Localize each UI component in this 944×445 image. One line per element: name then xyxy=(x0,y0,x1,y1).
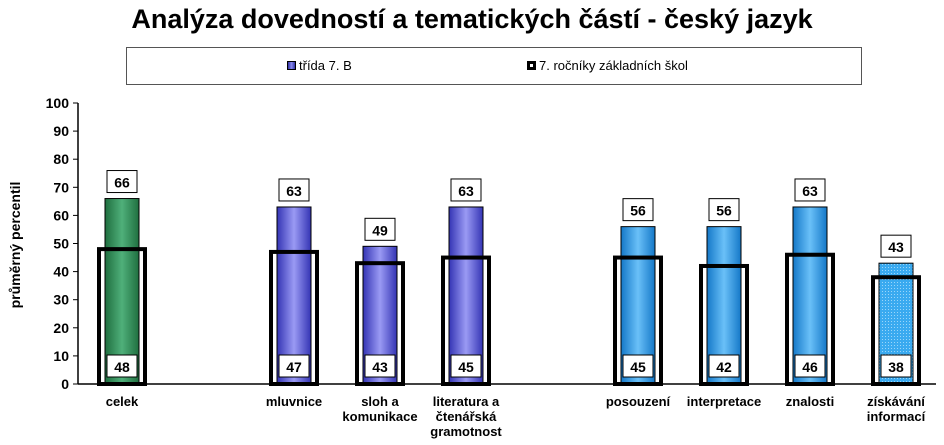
y-tick-label: 100 xyxy=(46,95,70,111)
legend-swatch-class xyxy=(287,61,296,70)
data-label-all-schools: 45 xyxy=(458,359,474,375)
data-label-class: 56 xyxy=(630,203,646,219)
data-label-all-schools: 43 xyxy=(372,359,388,375)
category-label: informací xyxy=(867,409,926,424)
category-label: sloh a xyxy=(361,394,399,409)
data-label-box-class xyxy=(364,217,396,241)
bar-all-schools xyxy=(355,261,405,387)
data-label-box-class xyxy=(880,234,912,258)
bar-class xyxy=(104,198,140,385)
data-label-all-schools: 38 xyxy=(888,359,904,375)
data-label-box-class xyxy=(278,178,310,202)
data-label-box-class xyxy=(708,198,740,222)
y-tick-label: 50 xyxy=(53,236,69,252)
category-label: čtenářská xyxy=(436,409,497,424)
category-label: gramotnost xyxy=(430,424,502,439)
data-label-all-schools: 42 xyxy=(716,359,732,375)
data-label-box-all-schools xyxy=(794,354,826,378)
category-label: získávání xyxy=(867,394,925,409)
y-axis-label: průměrný percentil xyxy=(7,182,23,309)
data-label-class: 63 xyxy=(802,183,818,199)
data-label-box-class xyxy=(794,178,826,202)
y-tick-label: 90 xyxy=(53,123,69,139)
data-label-class: 43 xyxy=(888,239,904,255)
data-label-box-class xyxy=(622,198,654,222)
data-label-all-schools: 46 xyxy=(802,359,818,375)
bar-all-schools xyxy=(269,249,319,386)
bar-all-schools xyxy=(97,247,147,386)
y-tick-label: 40 xyxy=(53,264,69,280)
legend-label-class: třída 7. B xyxy=(299,58,352,73)
data-label-box-all-schools xyxy=(880,354,912,378)
y-tick-label: 80 xyxy=(53,151,69,167)
legend: třída 7. B 7. ročníky základních škol xyxy=(126,47,862,85)
data-label-class: 66 xyxy=(114,175,130,191)
bar-class xyxy=(276,206,312,385)
bar-all-schools xyxy=(785,252,835,386)
data-label-box-all-schools xyxy=(278,354,310,378)
category-label: znalosti xyxy=(786,394,834,409)
y-tick-label: 10 xyxy=(53,348,69,364)
data-label-box-all-schools xyxy=(450,354,482,378)
data-label-box-all-schools xyxy=(106,354,138,378)
category-label: literatura a xyxy=(433,394,500,409)
data-label-box-class xyxy=(450,178,482,202)
data-label-class: 49 xyxy=(372,222,388,238)
y-tick-label: 60 xyxy=(53,207,69,223)
data-label-class: 63 xyxy=(458,183,474,199)
legend-item-class: třída 7. B xyxy=(287,58,352,73)
data-label-box-class xyxy=(106,170,138,194)
category-label: mluvnice xyxy=(266,394,322,409)
bar-all-schools xyxy=(871,275,921,386)
y-tick-label: 20 xyxy=(53,320,69,336)
category-label: celek xyxy=(106,394,139,409)
legend-swatch-all-schools xyxy=(527,61,536,70)
category-label: interpretace xyxy=(687,394,761,409)
bar-all-schools xyxy=(441,255,491,386)
bar-all-schools xyxy=(699,263,749,387)
bar-all-schools xyxy=(613,255,663,386)
chart-title: Analýza dovedností a tematických částí -… xyxy=(131,4,813,34)
data-label-all-schools: 45 xyxy=(630,359,646,375)
y-tick-label: 0 xyxy=(61,376,69,392)
legend-item-all-schools: 7. ročníky základních škol xyxy=(527,58,688,73)
category-label: komunikace xyxy=(342,409,417,424)
data-label-box-all-schools xyxy=(622,354,654,378)
data-label-class: 56 xyxy=(716,203,732,219)
data-label-all-schools: 48 xyxy=(114,359,130,375)
data-label-all-schools: 47 xyxy=(286,359,302,375)
data-label-class: 63 xyxy=(286,183,302,199)
legend-label-all-schools: 7. ročníky základních škol xyxy=(539,58,688,73)
bar-class xyxy=(792,206,828,385)
y-tick-label: 70 xyxy=(53,179,69,195)
bar-class xyxy=(448,206,484,385)
data-label-box-all-schools xyxy=(364,354,396,378)
y-tick-label: 30 xyxy=(53,292,69,308)
data-label-box-all-schools xyxy=(708,354,740,378)
category-label: posouzení xyxy=(606,394,671,409)
